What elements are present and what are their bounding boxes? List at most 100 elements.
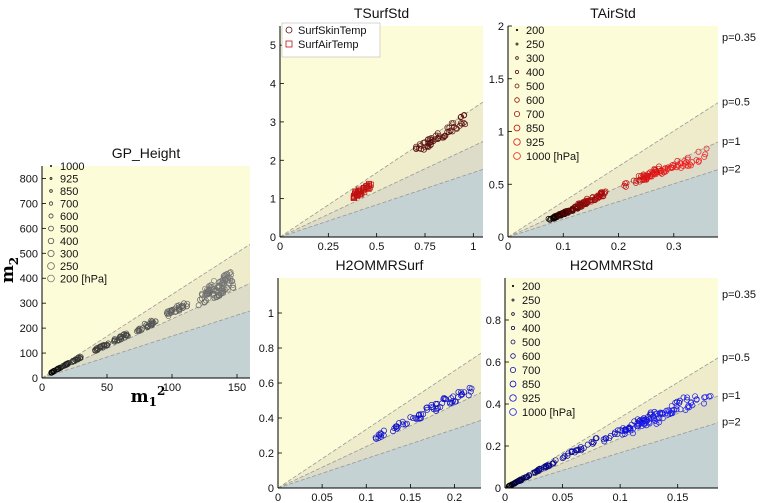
legend-marker — [47, 274, 55, 283]
boundary-line-p=2 — [42, 310, 250, 378]
x-tick-label: 0.3 — [666, 241, 681, 253]
boundary-line-p=1 — [508, 141, 718, 237]
series-700 — [583, 188, 609, 205]
legend-marker — [515, 56, 519, 60]
data-point — [352, 190, 359, 197]
data-point — [93, 345, 100, 352]
data-point — [640, 417, 647, 424]
boundary-line-p=0.5 — [280, 101, 483, 237]
data-point — [693, 396, 700, 403]
data-point — [602, 435, 609, 442]
y-tick-label: 3 — [270, 117, 276, 129]
legend-marker — [509, 408, 517, 416]
data-point — [636, 421, 643, 428]
data-point — [202, 285, 209, 292]
p-label-p=0.5: p=0.5 — [722, 97, 750, 109]
y-tick-label: 0.4 — [259, 413, 274, 425]
boundary-line-p=2 — [508, 169, 718, 237]
data-point — [197, 296, 203, 303]
data-point — [692, 393, 699, 400]
legend-marker — [514, 97, 520, 103]
legend-marker — [510, 325, 516, 331]
svg-text:m2: m2 — [0, 257, 21, 283]
legend-label: 300 — [60, 249, 78, 261]
series-1000 [hPa] — [651, 145, 710, 177]
legend-label: 600 — [60, 211, 78, 223]
y-tick-label: 1.5 — [489, 74, 504, 86]
legend-marker — [47, 262, 55, 270]
x-tick-label: 0 — [277, 241, 283, 253]
data-point — [684, 154, 691, 161]
legend-label: 500 — [522, 337, 540, 349]
data-point — [688, 399, 695, 406]
legend: 200 250 300 400 500 600 700 850 925 1000 [hPa] — [509, 281, 575, 419]
data-point — [664, 411, 671, 418]
data-point — [208, 284, 215, 290]
data-point — [63, 361, 70, 368]
p-label-p=0.5: p=0.5 — [722, 352, 750, 364]
data-point — [631, 418, 638, 425]
legend-marker — [509, 394, 517, 402]
y-tick-label: 0.4 — [486, 399, 501, 411]
data-point — [452, 398, 459, 405]
data-point — [123, 330, 130, 337]
boundary-line-p=2 — [505, 422, 718, 488]
y-tick-label: 0 — [270, 232, 276, 244]
data-point — [611, 431, 618, 437]
data-point — [433, 406, 440, 413]
data-point — [407, 414, 414, 421]
y-tick-label: 0.2 — [259, 448, 274, 460]
p-label-p=2: p=2 — [722, 417, 741, 429]
data-point — [702, 151, 709, 158]
data-point — [222, 276, 229, 283]
data-point — [651, 415, 658, 422]
data-point — [395, 420, 402, 427]
legend-label: 600 — [526, 95, 544, 107]
legend-marker — [511, 284, 515, 288]
data-point — [103, 342, 110, 349]
data-point — [656, 419, 662, 426]
plot-area — [505, 278, 718, 488]
data-point — [614, 427, 621, 434]
legend-label: 1000 — [60, 161, 84, 173]
legend-marker — [513, 152, 521, 160]
figure-xlabel-text: m — [131, 387, 149, 407]
legend-label: 700 — [60, 199, 78, 211]
data-point — [673, 406, 680, 413]
legend-label: 200 [hPa] — [60, 274, 107, 286]
data-point — [659, 415, 666, 422]
data-point — [569, 448, 575, 455]
legend-marker — [49, 189, 53, 193]
legend-label: 250 — [522, 295, 540, 307]
data-point — [673, 403, 680, 409]
x-tick-label: 0.15 — [400, 492, 421, 503]
data-point — [417, 415, 424, 422]
data-point — [689, 402, 696, 409]
data-point — [451, 123, 457, 130]
plot-area — [508, 26, 718, 237]
y-tick-label: 2 — [270, 155, 276, 167]
series-600 — [536, 457, 559, 473]
x-tick-label: 100 — [163, 382, 181, 394]
data-point — [228, 277, 235, 284]
data-point — [560, 454, 567, 461]
x-tick-label: 0 — [275, 492, 281, 503]
panel-title: H2OMMRSurf — [336, 257, 424, 273]
panel-title: H2OMMRStd — [570, 257, 653, 273]
data-point — [564, 452, 571, 459]
data-point — [218, 289, 224, 296]
data-point — [662, 168, 669, 175]
x-tick-label: 0.5 — [369, 241, 384, 253]
plot-area — [278, 278, 481, 488]
legend-marker — [511, 298, 515, 302]
data-point — [174, 302, 181, 309]
y-tick-label: 0 — [32, 373, 38, 385]
data-point — [549, 460, 556, 467]
legend-label: 700 — [522, 365, 540, 377]
plot-area — [280, 26, 483, 237]
data-point — [114, 337, 121, 344]
data-point — [54, 366, 61, 373]
panel-2: 0 0.25 0.5 0.75 1012345TSurfStdSurfSkinTempS… — [270, 5, 483, 253]
data-point — [594, 195, 601, 202]
data-point — [230, 281, 236, 288]
